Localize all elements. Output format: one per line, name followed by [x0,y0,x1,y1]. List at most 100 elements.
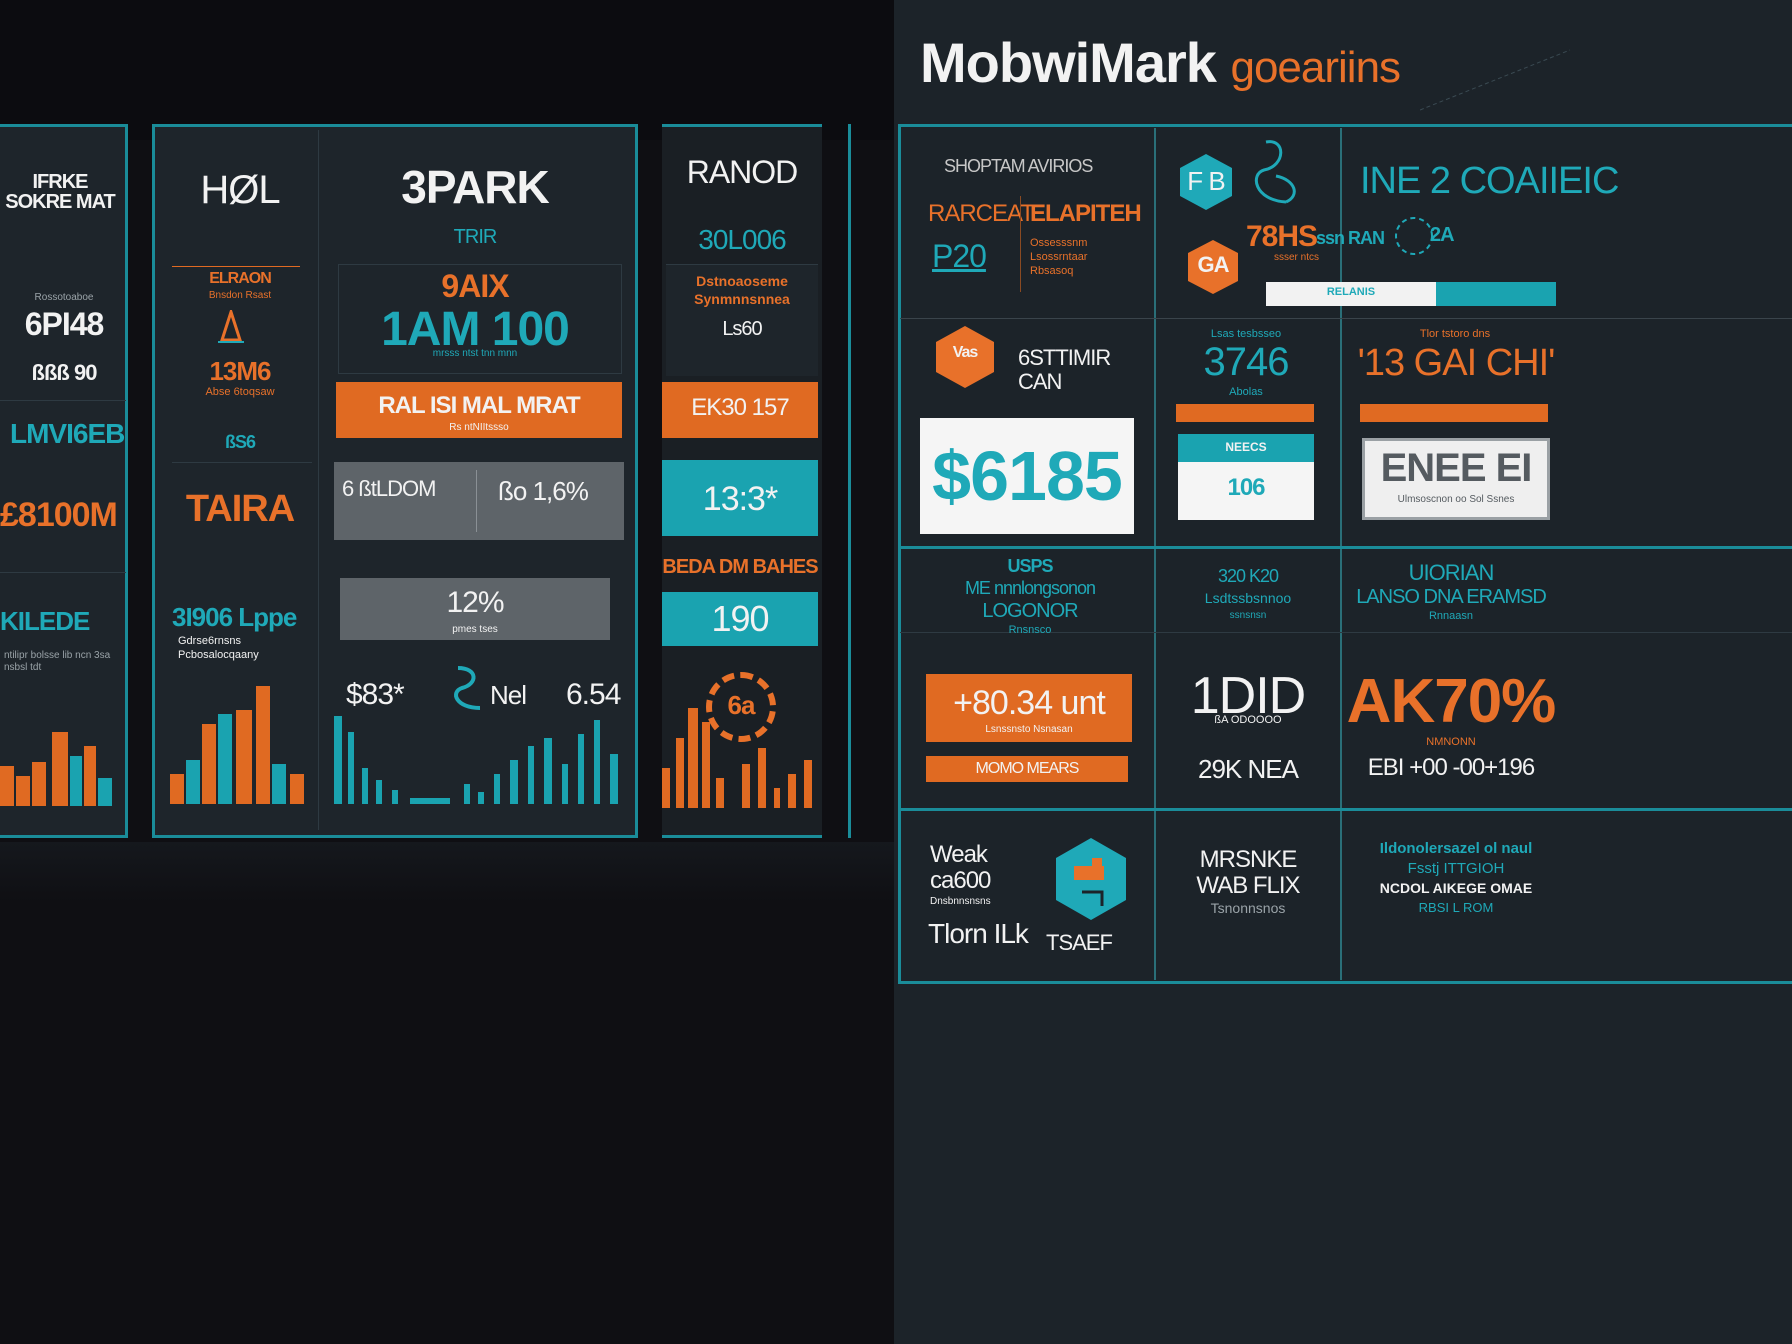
col4-teal-value: 30L006 [698,224,786,255]
r3r-teal3: Rnnaasn [1428,610,1474,622]
col4-bar-chart [662,700,818,808]
col4-teal-box-value: 13:3* [702,480,778,518]
col4-orange-label: BEDA DM BAHES [662,556,818,578]
right-dashboard-bg [894,0,1792,1344]
r3r-orange-value: AK70% [1346,667,1557,736]
col3-orange-bar-label: RAL ISI MAL MRAT [378,392,580,419]
col2-orange-sub: Bnsdon Rsast [208,290,272,301]
col3-title: 3PARK [401,161,550,213]
r3m-big-value: 1DID [1190,667,1306,725]
left-col1-panel [0,124,128,838]
r2m-value: 3746 [1203,340,1290,384]
r3m-big-sub: ßA ODOOOO [1214,714,1282,726]
r3l-orange-bar-label: MOMO MEARS [975,760,1080,777]
col4-badge-icon [706,672,776,742]
col1-bar-1 [0,766,14,806]
col3-grey-box [334,462,624,540]
col1-footnote: ntilipr bolsse lib ncn 3sa nsbsl tdt [4,650,111,673]
r2r-value: '13 GAI CHI' [1357,342,1556,384]
r3r-orange-sub: NMNONN [1426,736,1476,748]
col3-stat2: Nel [490,680,527,710]
col4-teal-box2 [662,592,818,646]
col2-orange-label: ELRAON [209,270,272,287]
col4-orange-bar-label: EK30 157 [691,394,789,421]
col2-teal-value: 3I906 Lppe [172,602,297,632]
r2m-sub: Abolas [1229,386,1263,398]
col2-bar-5 [236,710,252,804]
col1-teal-label: LMVI6EB [10,418,125,449]
r4m-text2: WAB FLIX [1196,872,1300,899]
squiggle-icon [1254,140,1296,204]
col4-bar-5 [716,778,724,808]
col4-stat-box [666,264,818,376]
col3-sub: TRIR [453,226,498,248]
col4-teal-box2-value: 190 [711,598,769,639]
r2r-card-sub: Ulmsoscnon oo Sol Ssnes [1397,494,1515,505]
col4-bar-2 [676,738,684,808]
col3-bar-16 [610,754,618,804]
r3r-value2: EBI +00 -00+196 [1367,754,1535,781]
col2-small: ßS6 [224,432,256,452]
r4l-text2: Tlorn ILk [928,918,1029,949]
col4-orange-text: Dstnoaoseme Synmnnsnnea [694,273,790,307]
r2m-orange-bar [1176,404,1314,422]
col1-bar-5 [70,756,82,806]
col2-bar-4 [218,714,232,804]
col2-bar-8 [290,774,304,804]
dashed-circle-icon [1395,217,1433,255]
col3-orange-value: 9AIX [441,268,509,304]
rtl-orange2: ELAPITEH [1030,200,1142,227]
rtl-orange1: RARCEAT [928,200,1035,227]
r3l-teal2: ME nnnlongsonon [964,578,1096,598]
col1-bar-2 [16,776,30,806]
rtm-orange-value: 78HS [1246,220,1318,253]
col3-bar-13 [562,764,568,804]
rtl-header: SHOPTAM AVIRIOS [944,156,1093,176]
col3-grey-right: ßo 1,6% [498,476,589,506]
col2-title: HØL [200,168,280,212]
col3-bar-14 [578,734,584,804]
col3-bar-3 [362,768,368,804]
col3-grey-box2-value: 12% [446,586,504,619]
swirl-icon [454,666,481,710]
r3m-value2: 29K NEA [1198,754,1299,784]
rtm-teal-side: ssn RAN [1316,228,1385,248]
col3-bar-10 [510,760,518,804]
r4l-text1-sub: Dnsbnnsnsns [930,896,991,907]
col3-stat3: 6.54 [566,678,621,711]
col3-bar-5 [392,790,398,804]
rtr-value: 2A [1430,224,1455,246]
col3-stat-box [338,264,622,374]
col3-bar-15 [594,720,600,804]
col4-bar-7 [758,748,766,808]
hexagon-teal-tool-icon [1056,838,1126,920]
rtr-progress-fill [1436,282,1556,306]
col3-bar-8 [478,792,484,804]
r2l-text: 6STTIMIR CAN [1018,345,1111,394]
r3l-teal3: LOGONOR [982,600,1078,622]
col3-bar-chart [334,710,630,804]
col2-bar-chart [166,680,316,804]
rtl-teal: P20 [932,238,987,274]
right-grid-frame [898,124,1792,984]
col3-bar-11 [528,746,534,804]
col4-bar-9 [788,774,796,808]
r3r-teal: UIORIAN [1408,560,1495,585]
r4r-white: NCDOL AIKEGE OMAE [1379,880,1533,896]
col3-grey-box2-sub: pmes tses [452,624,498,635]
r2r-orange-bar [1360,404,1548,422]
rtl-sub: Ossesssnm Lsossrntaar Rbsasoq [1030,237,1088,277]
hexagon-teal-icon [1180,154,1232,210]
brand-part2: goeariins [1230,43,1401,92]
col4-bar-1 [662,768,670,808]
rtr-bar-label: RELANIS [1326,286,1376,298]
r4r-teal: Ildonolersazel ol naul [1379,840,1533,857]
col3-bar-1 [334,716,342,804]
col1-bar-4 [52,732,68,806]
r4l-text1: Weak ca600 [930,841,991,894]
r2m-small: Lsas tesbsseo [1210,328,1282,340]
reflection [0,842,894,902]
col1-label: Rossotoaboe [34,292,94,303]
r2m-card-value: 106 [1227,474,1265,501]
col4-badge-label: 6a [727,690,756,720]
